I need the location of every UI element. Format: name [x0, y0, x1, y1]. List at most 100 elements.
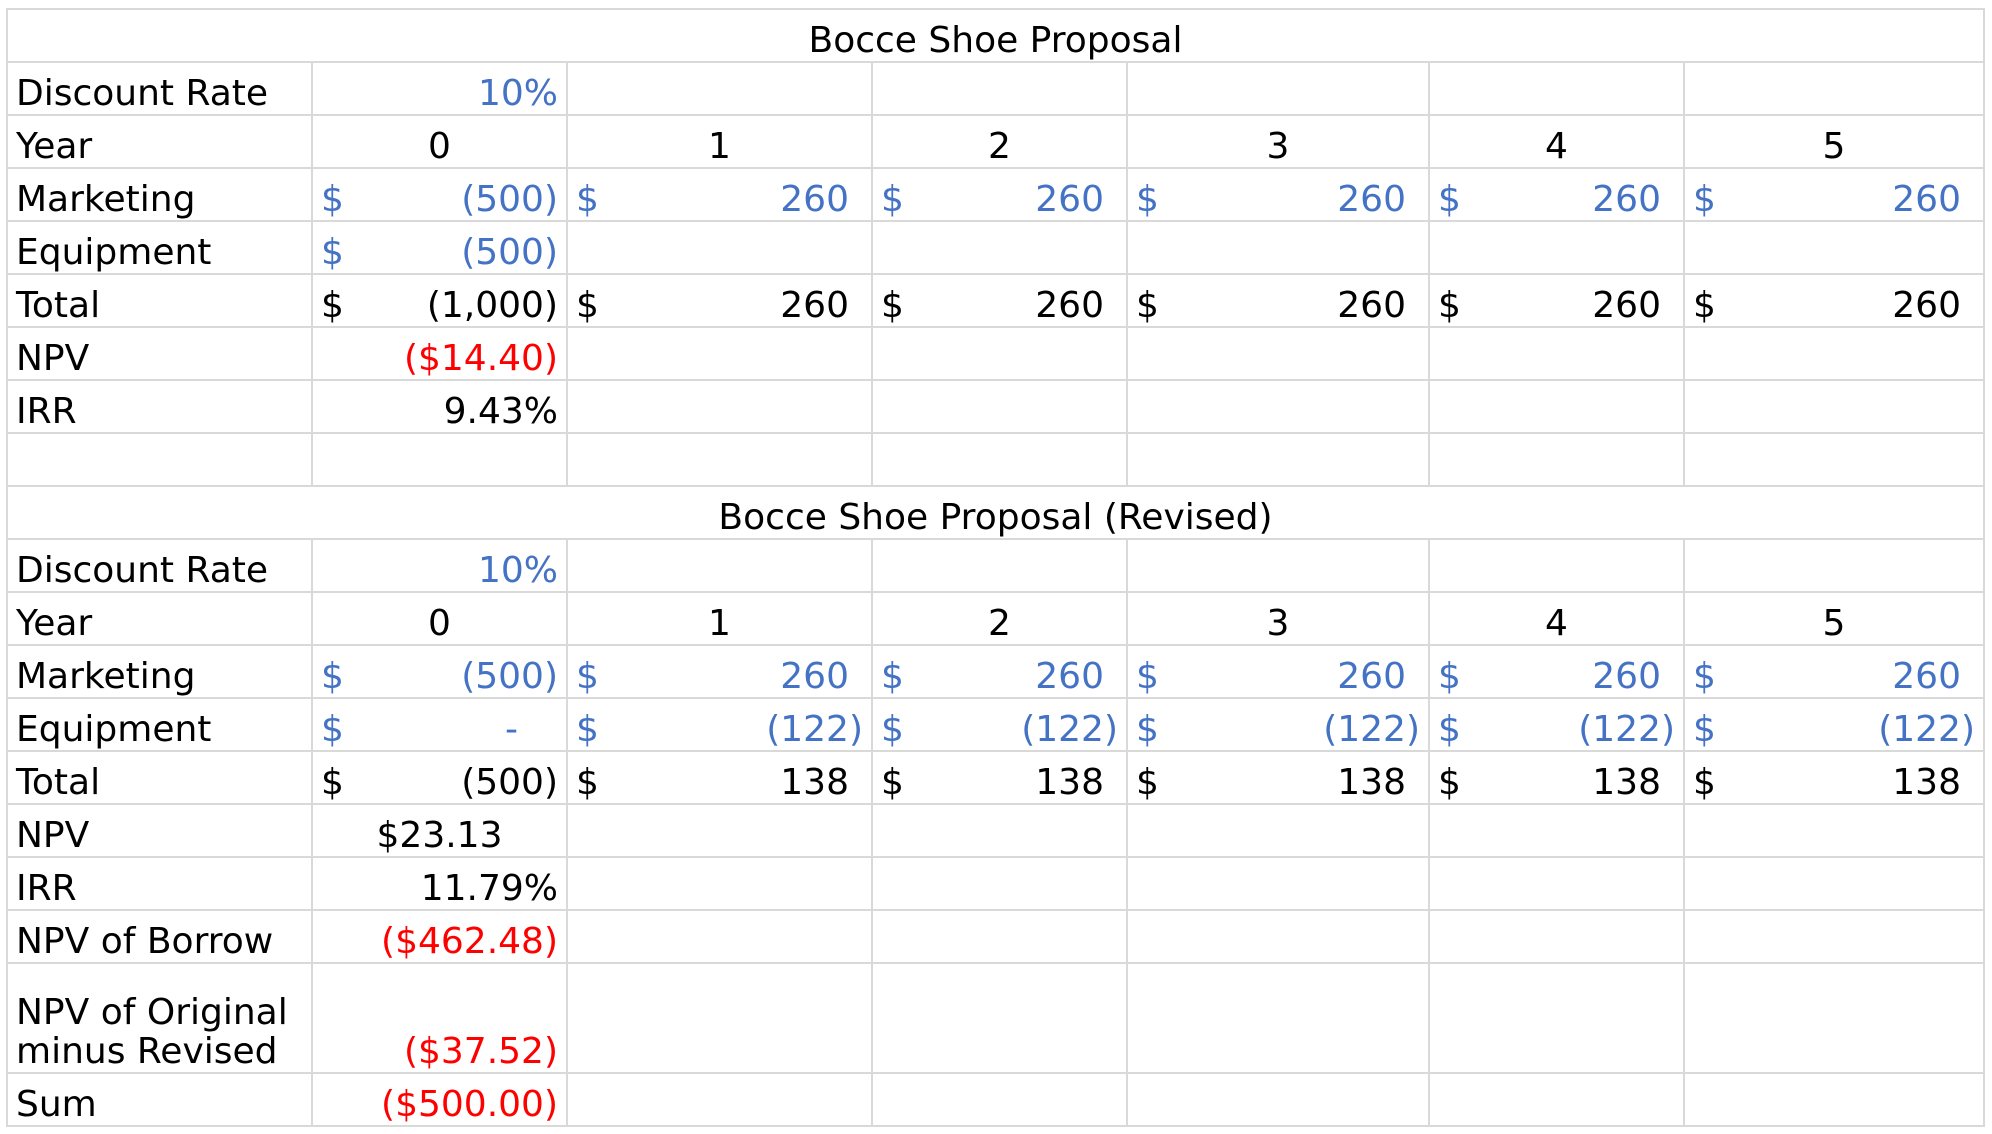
year-label[interactable]: Year	[6, 114, 313, 169]
original-title[interactable]: Bocce Shoe Proposal	[6, 8, 1985, 63]
empty-cell[interactable]	[871, 1072, 1128, 1127]
empty-cell[interactable]	[566, 379, 873, 434]
cashflow-cell[interactable]	[871, 220, 1128, 275]
cashflow-cell[interactable]: $ (122)	[1683, 697, 1985, 752]
discount-rate-value[interactable]: 10%	[311, 538, 568, 593]
year-header-2[interactable]: 2	[871, 114, 1128, 169]
empty-cell[interactable]	[1126, 1072, 1430, 1127]
cashflow-cell[interactable]: $ (500)	[311, 220, 568, 275]
empty-cell[interactable]	[1683, 962, 1985, 1074]
empty-cell[interactable]	[1126, 538, 1430, 593]
empty-cell[interactable]	[871, 962, 1128, 1074]
empty-cell[interactable]	[871, 803, 1128, 858]
empty-cell[interactable]	[566, 61, 873, 116]
empty-cell[interactable]	[1683, 326, 1985, 381]
year-header-3[interactable]: 3	[1126, 114, 1430, 169]
cashflow-cell[interactable]: $260	[1428, 167, 1685, 222]
empty-cell[interactable]	[566, 962, 873, 1074]
empty-cell[interactable]	[566, 432, 873, 487]
empty-cell[interactable]	[1428, 909, 1685, 964]
empty-cell[interactable]	[1428, 803, 1685, 858]
summary-label[interactable]: NPV of Borrow	[6, 909, 313, 964]
summary-label[interactable]: NPV of Original minus Revised	[6, 962, 313, 1074]
cashflow-cell[interactable]: $138	[1428, 750, 1685, 805]
year-header-5[interactable]: 5	[1683, 591, 1985, 646]
cashflow-cell[interactable]	[1126, 220, 1430, 275]
empty-cell[interactable]	[311, 432, 568, 487]
discount-rate-label[interactable]: Discount Rate	[6, 61, 313, 116]
empty-cell[interactable]	[1683, 379, 1985, 434]
empty-cell[interactable]	[1126, 856, 1430, 911]
empty-cell[interactable]	[566, 1072, 873, 1127]
cashflow-cell[interactable]: $260	[566, 644, 873, 699]
empty-cell[interactable]	[1126, 803, 1430, 858]
summary-label[interactable]: NPV	[6, 803, 313, 858]
cashflow-cell[interactable]: $260	[1126, 644, 1430, 699]
empty-cell[interactable]	[1126, 962, 1430, 1074]
empty-cell[interactable]	[871, 61, 1128, 116]
empty-cell[interactable]	[1428, 1072, 1685, 1127]
empty-cell[interactable]	[1428, 61, 1685, 116]
cashflow-cell[interactable]: $ -	[311, 697, 568, 752]
empty-cell[interactable]	[1428, 856, 1685, 911]
cashflow-cell[interactable]: $260	[871, 167, 1128, 222]
row-label[interactable]: Total	[6, 273, 313, 328]
empty-cell[interactable]	[1428, 379, 1685, 434]
empty-cell[interactable]	[566, 803, 873, 858]
empty-cell[interactable]	[566, 538, 873, 593]
cashflow-cell[interactable]: $ (500)	[311, 750, 568, 805]
empty-cell[interactable]	[871, 856, 1128, 911]
discount-rate-label[interactable]: Discount Rate	[6, 538, 313, 593]
cashflow-cell[interactable]: $ (122)	[566, 697, 873, 752]
empty-cell[interactable]	[1428, 962, 1685, 1074]
cashflow-cell[interactable]: $ (1,000)	[311, 273, 568, 328]
empty-cell[interactable]	[871, 432, 1128, 487]
cashflow-cell[interactable]: $ (500)	[311, 167, 568, 222]
revised-title[interactable]: Bocce Shoe Proposal (Revised)	[6, 485, 1985, 540]
empty-cell[interactable]	[1683, 61, 1985, 116]
year-header-1[interactable]: 1	[566, 591, 873, 646]
cashflow-cell[interactable]: $260	[1683, 273, 1985, 328]
summary-value[interactable]: ($14.40)	[311, 326, 568, 381]
empty-cell[interactable]	[1126, 326, 1430, 381]
cashflow-cell[interactable]: $260	[566, 167, 873, 222]
cashflow-cell[interactable]: $138	[1126, 750, 1430, 805]
cashflow-cell[interactable]: $260	[1683, 644, 1985, 699]
cashflow-cell[interactable]: $138	[566, 750, 873, 805]
empty-cell[interactable]	[1683, 432, 1985, 487]
cashflow-cell[interactable]: $138	[1683, 750, 1985, 805]
summary-value[interactable]: ($500.00)	[311, 1072, 568, 1127]
year-header-0[interactable]: 0	[311, 114, 568, 169]
cashflow-cell[interactable]: $ (122)	[871, 697, 1128, 752]
summary-value[interactable]: 9.43%	[311, 379, 568, 434]
empty-cell[interactable]	[1683, 909, 1985, 964]
empty-cell[interactable]	[566, 909, 873, 964]
row-label[interactable]: Marketing	[6, 167, 313, 222]
cashflow-cell[interactable]: $260	[871, 644, 1128, 699]
year-header-0[interactable]: 0	[311, 591, 568, 646]
empty-cell[interactable]	[1683, 538, 1985, 593]
empty-cell[interactable]	[871, 326, 1128, 381]
empty-cell[interactable]	[1683, 1072, 1985, 1127]
summary-value[interactable]: 11.79%	[311, 856, 568, 911]
year-header-2[interactable]: 2	[871, 591, 1128, 646]
cashflow-cell[interactable]: $260	[1683, 167, 1985, 222]
row-label[interactable]: Total	[6, 750, 313, 805]
empty-cell[interactable]	[1428, 432, 1685, 487]
row-label[interactable]: Equipment	[6, 697, 313, 752]
empty-cell[interactable]	[1683, 803, 1985, 858]
year-header-3[interactable]: 3	[1126, 591, 1430, 646]
discount-rate-value[interactable]: 10%	[311, 61, 568, 116]
row-label[interactable]: Marketing	[6, 644, 313, 699]
cashflow-cell[interactable]	[1683, 220, 1985, 275]
summary-label[interactable]: NPV	[6, 326, 313, 381]
empty-cell[interactable]	[871, 379, 1128, 434]
cashflow-cell[interactable]: $260	[871, 273, 1128, 328]
cashflow-cell[interactable]: $260	[1428, 644, 1685, 699]
empty-cell[interactable]	[1428, 538, 1685, 593]
cashflow-cell[interactable]: $ (122)	[1428, 697, 1685, 752]
cashflow-cell[interactable]	[1428, 220, 1685, 275]
year-header-5[interactable]: 5	[1683, 114, 1985, 169]
year-header-1[interactable]: 1	[566, 114, 873, 169]
empty-cell[interactable]	[6, 432, 313, 487]
